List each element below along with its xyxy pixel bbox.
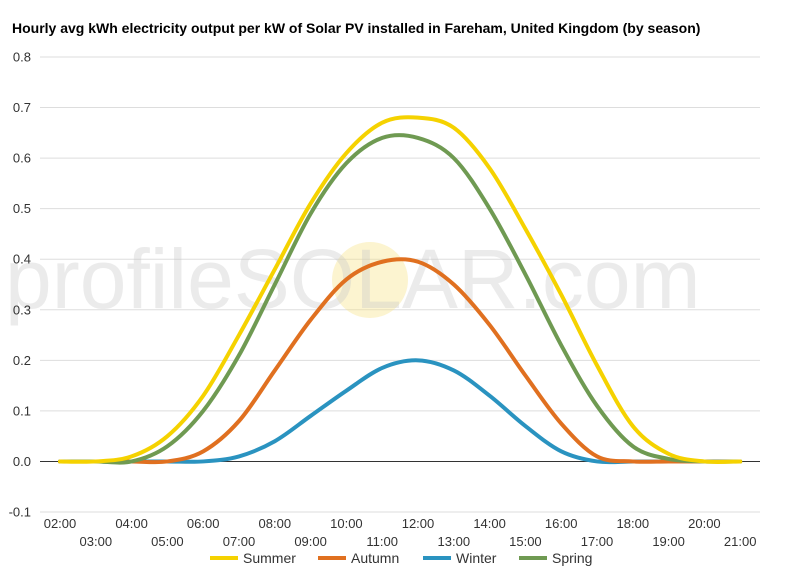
legend-item-summer[interactable]: Summer xyxy=(210,550,296,566)
x-tick-label: 10:00 xyxy=(330,516,363,531)
legend-label: Winter xyxy=(456,550,497,566)
legend-swatch xyxy=(318,556,346,560)
x-tick-label: 03:00 xyxy=(80,534,113,549)
series-line-spring xyxy=(58,133,743,465)
x-tick-label: 05:00 xyxy=(151,534,184,549)
legend-label: Summer xyxy=(243,550,296,566)
legend-swatch xyxy=(423,556,451,560)
y-tick-label: -0.1 xyxy=(9,505,31,520)
y-tick-label: 0.6 xyxy=(13,151,31,166)
x-tick-label: 18:00 xyxy=(617,516,650,531)
watermark: profileSOLAR.com xyxy=(5,232,701,326)
series-line-summer xyxy=(58,115,743,464)
x-tick-label: 21:00 xyxy=(724,534,757,549)
x-tick-label: 17:00 xyxy=(581,534,614,549)
x-tick-label: 19:00 xyxy=(652,534,685,549)
legend-swatch xyxy=(210,556,238,560)
legend-item-spring[interactable]: Spring xyxy=(519,550,592,566)
x-tick-label: 07:00 xyxy=(223,534,256,549)
x-tick-label: 02:00 xyxy=(44,516,77,531)
y-tick-label: 0.5 xyxy=(13,201,31,216)
x-axis: 02:0003:0004:0005:0006:0007:0008:0009:00… xyxy=(44,516,757,549)
watermark-text: profileSOLAR.com xyxy=(5,232,701,326)
y-tick-label: 0.4 xyxy=(13,252,31,267)
legend-label: Autumn xyxy=(351,550,399,566)
y-tick-label: 0.3 xyxy=(13,302,31,317)
x-tick-label: 04:00 xyxy=(115,516,148,531)
legend[interactable]: Summer Autumn Winter Spring xyxy=(210,550,592,566)
chart-title: Hourly avg kWh electricity output per kW… xyxy=(12,20,700,36)
y-tick-label: 0.8 xyxy=(13,50,31,65)
legend-item-autumn[interactable]: Autumn xyxy=(318,550,399,566)
series-lines xyxy=(58,115,743,465)
x-tick-label: 08:00 xyxy=(259,516,292,531)
x-tick-label: 14:00 xyxy=(473,516,506,531)
series-line-autumn xyxy=(58,257,743,465)
y-tick-label: 0.7 xyxy=(13,100,31,115)
legend-item-winter[interactable]: Winter xyxy=(423,550,497,566)
y-tick-label: 0.1 xyxy=(13,403,31,418)
y-axis: -0.1 0.0 0.1 0.2 0.3 0.4 0.5 0.6 0.7 0.8 xyxy=(9,50,31,520)
x-tick-label: 06:00 xyxy=(187,516,220,531)
x-tick-label: 16:00 xyxy=(545,516,578,531)
x-tick-label: 15:00 xyxy=(509,534,542,549)
y-tick-label: 0.2 xyxy=(13,353,31,368)
y-tick-label: 0.0 xyxy=(13,454,31,469)
x-tick-label: 11:00 xyxy=(366,534,398,549)
x-tick-label: 20:00 xyxy=(688,516,721,531)
x-tick-label: 09:00 xyxy=(294,534,327,549)
legend-label: Spring xyxy=(552,550,592,566)
x-tick-label: 12:00 xyxy=(402,516,435,531)
x-tick-label: 13:00 xyxy=(438,534,471,549)
legend-swatch xyxy=(519,556,547,560)
